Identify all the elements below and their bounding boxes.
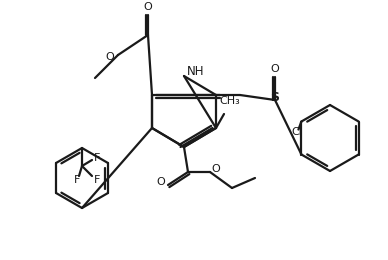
Text: F: F bbox=[94, 153, 100, 163]
Text: NH: NH bbox=[187, 64, 205, 77]
Text: Cl: Cl bbox=[291, 127, 302, 136]
Text: CH₃: CH₃ bbox=[220, 96, 241, 106]
Text: O: O bbox=[144, 2, 152, 12]
Text: F: F bbox=[74, 175, 80, 185]
Text: O: O bbox=[106, 52, 114, 62]
Text: F: F bbox=[94, 175, 100, 185]
Text: S: S bbox=[270, 90, 279, 103]
Text: O: O bbox=[211, 164, 220, 174]
Text: O: O bbox=[157, 177, 165, 187]
Text: O: O bbox=[270, 64, 279, 74]
